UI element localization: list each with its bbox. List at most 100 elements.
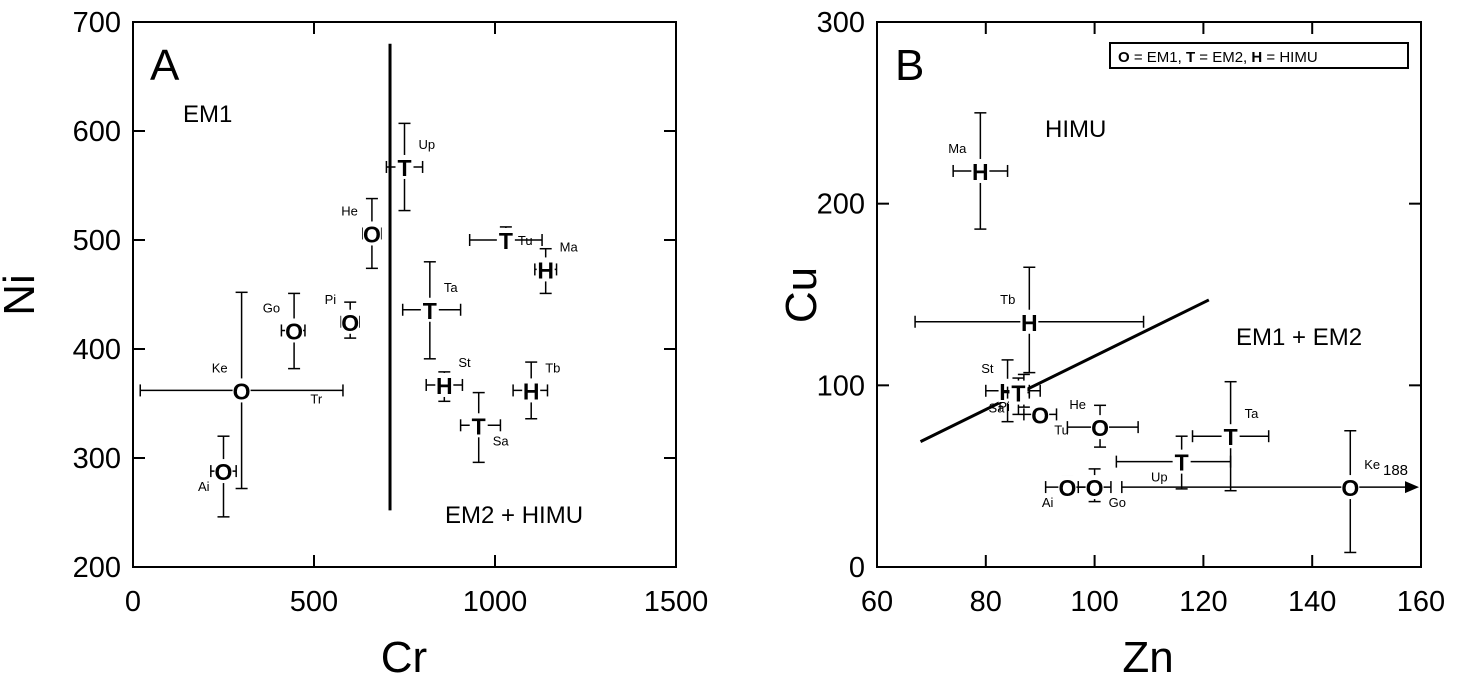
panel-b-plot-frame <box>876 21 1422 568</box>
panel-a-x-tick-label: 1000 <box>463 586 528 618</box>
marker-background <box>971 158 990 183</box>
marker-symbol: O <box>1091 415 1109 441</box>
panel-a-data-point: T Up <box>385 122 436 212</box>
panel-b-x-tick-label: 120 <box>1179 586 1227 618</box>
marker-background <box>1058 475 1077 500</box>
marker-symbol: O <box>1058 475 1076 501</box>
panel-a-data-point: O Ai <box>198 435 237 518</box>
marker-background <box>1091 415 1110 440</box>
marker-background <box>395 154 414 179</box>
marker-background <box>1031 402 1050 427</box>
panel-a-plot-frame <box>132 21 677 568</box>
panel-b-y-axis-label: Cu <box>777 267 826 323</box>
panel-a-region-label: EM1 <box>183 101 232 128</box>
panel-a-x-axis-label: Cr <box>381 633 427 677</box>
panel-a-region-label: EM2 + HIMU <box>445 502 583 529</box>
point-label: Go <box>1109 495 1126 510</box>
panel-a-data-point: T Tu <box>468 226 543 254</box>
panel-a-x-tick-label: 500 <box>290 586 338 618</box>
panel-a-x-tick-label: 1500 <box>644 586 709 618</box>
panel-a-y-tick-label: 300 <box>73 443 121 475</box>
panel-a-data-point: H Ma <box>534 239 579 295</box>
panel-b-data-point: T Up <box>1115 435 1232 490</box>
panel-a-y-tick-label: 200 <box>73 552 121 584</box>
marker-background <box>232 378 251 403</box>
point-label: Pi <box>325 292 337 307</box>
point-label: Up <box>419 137 436 152</box>
panel-a-data-point: O He <box>341 197 382 270</box>
panel-b-offscale-arrowhead <box>1405 481 1419 494</box>
point-label: Sa <box>989 401 1006 416</box>
panel-b-y-tick-label: 100 <box>817 370 865 402</box>
marker-background <box>1009 380 1028 405</box>
marker-background <box>469 413 488 438</box>
panel-a-y-tick-label: 700 <box>73 7 121 39</box>
marker-symbol: H <box>537 257 554 283</box>
panel-a-letter: A <box>150 41 180 90</box>
panel-b-x-axis-label: Zn <box>1122 633 1173 677</box>
point-label: He <box>341 203 358 218</box>
panel-b-divider-line <box>919 298 1210 443</box>
panel-a-y-tick-label: 500 <box>73 225 121 257</box>
legend-box <box>1109 42 1409 69</box>
marker-symbol: H <box>972 159 989 185</box>
marker-background <box>1221 424 1240 449</box>
panel-b-data-point: O Go <box>1077 468 1126 510</box>
panel-a-x-tick-label: 0 <box>125 586 141 618</box>
panel-b-data-point: O Tu <box>1023 402 1069 437</box>
marker-symbol: T <box>1011 381 1025 407</box>
panel-b-region-label: HIMU <box>1045 116 1106 143</box>
point-label: Sa <box>493 433 510 448</box>
point-label: Ta <box>1245 406 1260 421</box>
marker-symbol: O <box>1086 475 1104 501</box>
marker-symbol: T <box>423 298 437 324</box>
marker-symbol: O <box>1031 402 1049 428</box>
marker-background <box>285 318 304 343</box>
point-label: St <box>458 355 471 370</box>
panel-b-data-point: T Sa <box>989 377 1031 416</box>
panel-b-y-tick-label: 300 <box>817 7 865 39</box>
marker-symbol: O <box>285 318 303 344</box>
panel-b-x-tick-label: 140 <box>1288 586 1336 618</box>
point-label: Ke <box>1364 457 1380 472</box>
marker-symbol: T <box>472 413 486 439</box>
point-label: Tb <box>545 360 560 375</box>
marker-background <box>435 372 454 397</box>
panel-b-data-point: O Ai <box>1042 475 1090 510</box>
marker-symbol: O <box>363 221 381 247</box>
marker-symbol: H <box>1021 310 1038 336</box>
point-label: He <box>1069 397 1086 412</box>
marker-symbol: O <box>1341 475 1359 501</box>
panel-a-data-point: O Go <box>263 292 306 370</box>
panel-a-y-axis-label: Ni <box>0 274 44 316</box>
panel-b-y-tick-label: 0 <box>849 552 865 584</box>
point-label: Ai <box>198 479 210 494</box>
marker-symbol: T <box>397 155 411 181</box>
panel-b-x-tick-label: 160 <box>1397 586 1445 618</box>
point-label: St <box>981 361 994 376</box>
panel-b-data-point: H Tb <box>914 266 1145 374</box>
point-label: Ta <box>444 280 459 295</box>
panel-a-data-point: H St <box>425 355 471 403</box>
point-label: Ke <box>212 360 228 375</box>
marker-background <box>1341 475 1360 500</box>
panel-a-data-point: H Tb <box>512 360 560 420</box>
point-label: Up <box>1151 470 1168 485</box>
marker-symbol: O <box>341 310 359 336</box>
panel-b-legend: O = EM1, T = EM2, H = HIMU <box>1109 42 1409 69</box>
marker-background <box>1172 449 1191 474</box>
point-label: Go <box>263 300 280 315</box>
marker-background <box>362 221 381 246</box>
marker-background <box>1020 309 1039 334</box>
marker-background <box>536 257 555 282</box>
panel-a-data-point: O Ke <box>139 291 344 490</box>
panel-a-data-point: T Sa <box>459 391 510 464</box>
marker-background <box>214 459 233 484</box>
panel-b-x-tick-label: 60 <box>861 586 893 618</box>
panel-b: 60 80 100 120 140 160 0 100 200 300 Zn Cu B HIMU EM1 +… <box>777 7 1445 677</box>
point-label: Tu <box>1054 422 1069 437</box>
marker-background <box>496 228 515 252</box>
panel-b-x-tick-label: 100 <box>1070 586 1118 618</box>
